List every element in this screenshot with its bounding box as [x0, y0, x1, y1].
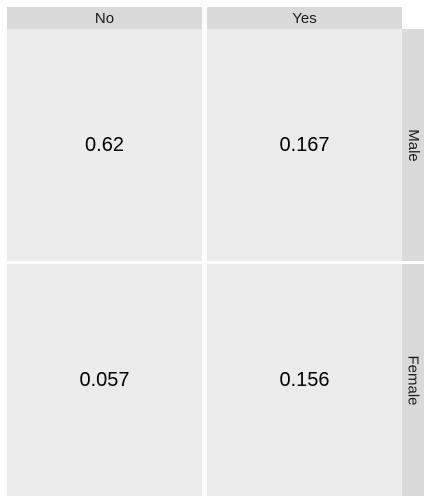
- facet-label-yes: Yes: [292, 9, 317, 27]
- cell-value-female-no: 0.057: [79, 368, 130, 391]
- panel-female-yes: 0.156: [207, 264, 402, 496]
- facet-strip-male: Male: [402, 29, 424, 261]
- facet-strip-yes: Yes: [207, 7, 402, 29]
- cell-value-female-yes: 0.156: [279, 368, 330, 391]
- facet-label-female: Female: [404, 354, 422, 406]
- panel-male-yes: 0.167: [207, 29, 402, 261]
- facet-label-no: No: [94, 9, 115, 27]
- panel-female-no: 0.057: [7, 264, 202, 496]
- facet-strip-no: No: [7, 7, 202, 29]
- cell-value-male-no: 0.62: [85, 133, 124, 156]
- panel-male-no: 0.62: [7, 29, 202, 261]
- cell-value-male-yes: 0.167: [279, 133, 330, 156]
- facet-strip-female: Female: [402, 264, 424, 496]
- facet-label-male: Male: [404, 128, 422, 162]
